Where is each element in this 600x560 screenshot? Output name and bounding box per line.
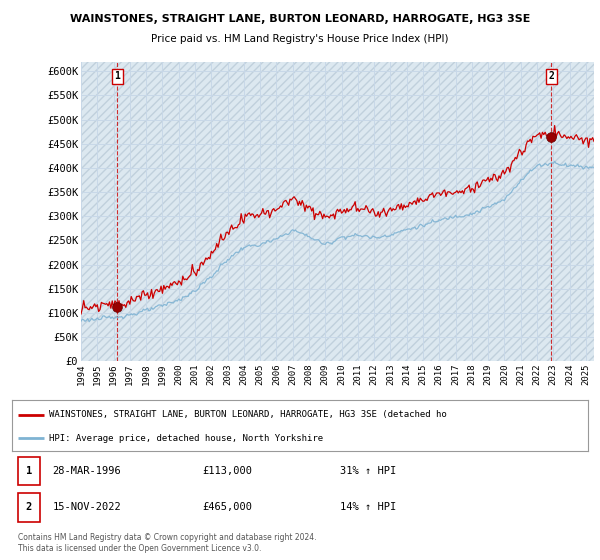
Text: Price paid vs. HM Land Registry's House Price Index (HPI): Price paid vs. HM Land Registry's House … — [151, 34, 449, 44]
Text: HPI: Average price, detached house, North Yorkshire: HPI: Average price, detached house, Nort… — [49, 433, 323, 443]
Text: £465,000: £465,000 — [202, 502, 252, 512]
Text: 14% ↑ HPI: 14% ↑ HPI — [340, 502, 397, 512]
Text: Contains HM Land Registry data © Crown copyright and database right 2024.
This d: Contains HM Land Registry data © Crown c… — [18, 533, 317, 553]
Text: 15-NOV-2022: 15-NOV-2022 — [52, 502, 121, 512]
FancyBboxPatch shape — [18, 493, 40, 522]
Text: WAINSTONES, STRAIGHT LANE, BURTON LEONARD, HARROGATE, HG3 3SE: WAINSTONES, STRAIGHT LANE, BURTON LEONAR… — [70, 14, 530, 24]
Text: 28-MAR-1996: 28-MAR-1996 — [52, 466, 121, 476]
Text: 2: 2 — [26, 502, 32, 512]
Text: 1: 1 — [115, 71, 120, 81]
Text: 2: 2 — [548, 71, 554, 81]
Text: 1: 1 — [26, 466, 32, 476]
Text: WAINSTONES, STRAIGHT LANE, BURTON LEONARD, HARROGATE, HG3 3SE (detached ho: WAINSTONES, STRAIGHT LANE, BURTON LEONAR… — [49, 410, 447, 419]
Text: 31% ↑ HPI: 31% ↑ HPI — [340, 466, 397, 476]
FancyBboxPatch shape — [18, 456, 40, 486]
Text: £113,000: £113,000 — [202, 466, 252, 476]
